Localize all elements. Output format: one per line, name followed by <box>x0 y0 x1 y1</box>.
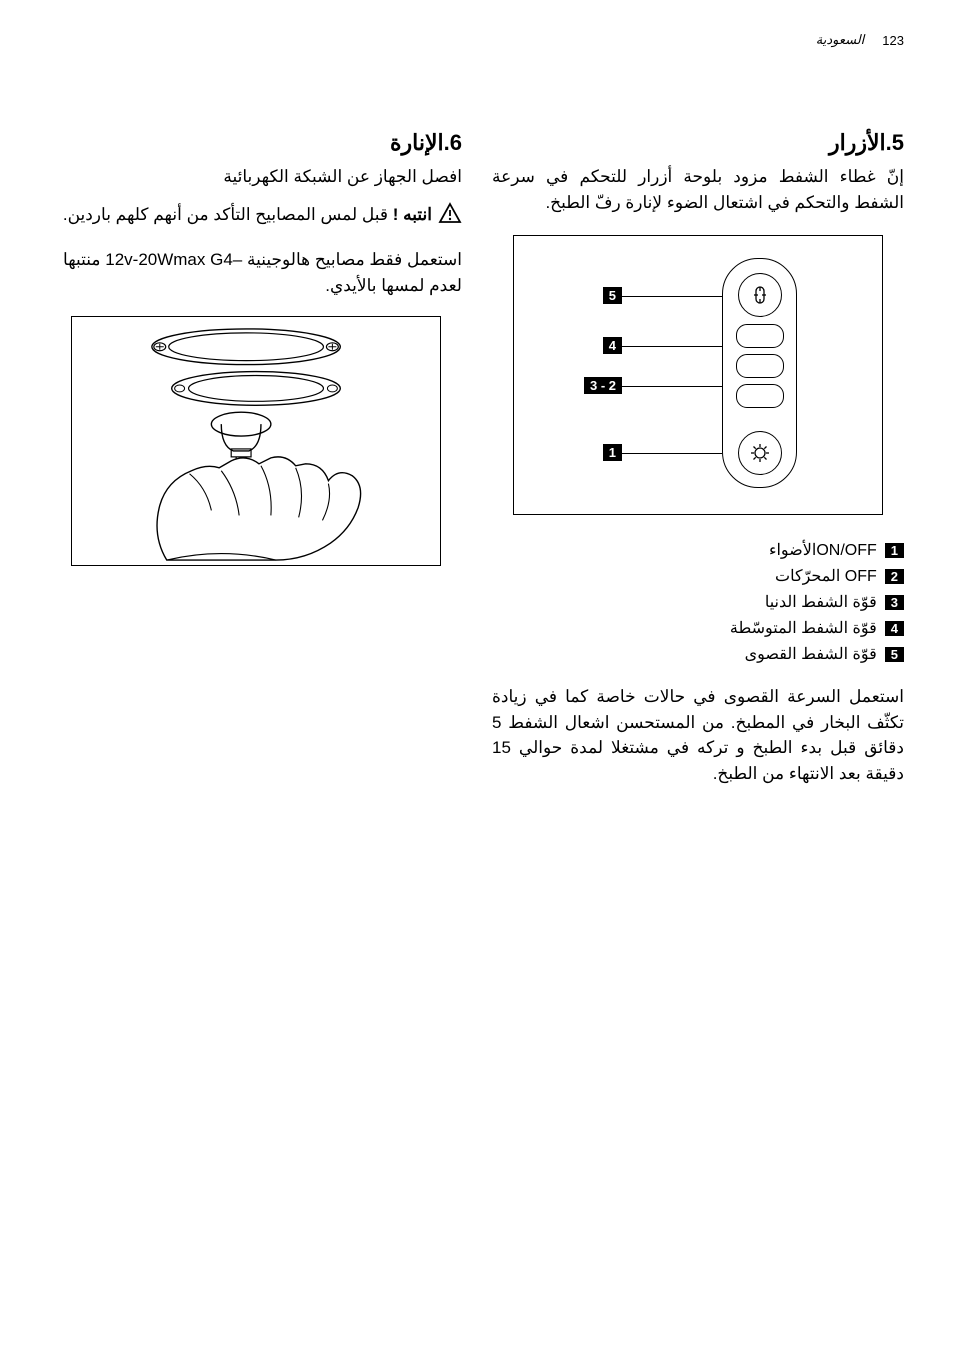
page-number: 123 <box>882 33 904 48</box>
section5-title: 5.الأزرار <box>492 130 904 156</box>
label-line-23 <box>622 386 722 387</box>
panel-rect-3 <box>736 384 784 408</box>
right-column: 5.الأزرار إنّ غطاء الشفط مزود بلوحة أزرا… <box>492 130 904 786</box>
legend-item-2: 2 OFF المحرّكات <box>492 566 904 586</box>
legend-item-5: 5 قوّة الشفط القصوى <box>492 644 904 664</box>
section-label: السعودية <box>816 32 865 48</box>
diagram-label-23: 2 - 3 <box>584 377 622 394</box>
left-column: 6.الإنارة افصل الجهاز عن الشبكة الكهربائ… <box>50 130 462 786</box>
button-panel-outline <box>722 258 797 488</box>
legend-num-5: 5 <box>885 647 904 662</box>
legend-text-3: قوّة الشفط الدنيا <box>765 592 877 612</box>
button-legend: 1 ON/OFFالأضواء 2 OFF المحرّكات 3 قوّة ا… <box>492 540 904 664</box>
bulb-replacement-diagram <box>71 316 441 566</box>
label-line-4 <box>622 346 722 347</box>
content-area: 5.الأزرار إنّ غطاء الشفط مزود بلوحة أزرا… <box>50 130 904 786</box>
legend-item-1: 1 ON/OFFالأضواء <box>492 540 904 560</box>
warning-label: انتبه ! <box>393 205 432 224</box>
diagram-label-1: 1 <box>603 444 622 461</box>
legend-text-5: قوّة الشفط القصوى <box>745 644 877 664</box>
page-header: 123 السعودية <box>816 32 904 48</box>
legend-item-4: 4 قوّة الشفط المتوسّطة <box>492 618 904 638</box>
panel-button-bottom <box>738 431 782 475</box>
section6-title: 6.الإنارة <box>50 130 462 156</box>
legend-num-1: 1 <box>885 543 904 558</box>
diagram-label-5: 5 <box>603 287 622 304</box>
panel-button-top <box>738 273 782 317</box>
legend-num-2: 2 <box>885 569 904 584</box>
legend-num-4: 4 <box>885 621 904 636</box>
button-panel-diagram: 5 4 2 - 3 1 <box>513 235 883 515</box>
bulb-spec-text: استعمل فقط مصابيح هالوجينية –12v-20Wmax … <box>50 247 462 298</box>
diagram-label-4: 4 <box>603 337 622 354</box>
legend-text-4: قوّة الشفط المتوسّطة <box>730 618 877 638</box>
label-line-1 <box>622 453 722 454</box>
warning-text: انتبه ! قبل لمس المصابيح التأكد من أنهم … <box>63 202 432 228</box>
bulb-svg-illustration <box>72 317 440 565</box>
legend-item-3: 3 قوّة الشفط الدنيا <box>492 592 904 612</box>
warning-block: انتبه ! قبل لمس المصابيح التأكد من أنهم … <box>50 202 462 228</box>
panel-rect-1 <box>736 324 784 348</box>
section5-intro: إنّ غطاء الشفط مزود بلوحة أزرار للتحكم ف… <box>492 164 904 215</box>
warning-triangle-icon <box>438 202 462 224</box>
legend-num-3: 3 <box>885 595 904 610</box>
section6-intro: افصل الجهاز عن الشبكة الكهربائية <box>50 164 462 190</box>
label-line-5 <box>622 296 722 297</box>
legend-text-2: OFF المحرّكات <box>775 566 877 586</box>
legend-text-1: ON/OFFالأضواء <box>769 540 877 560</box>
section5-usage: استعمل السرعة القصوى في حالات خاصة كما ف… <box>492 684 904 786</box>
warning-body: قبل لمس المصابيح التأكد من أنهم كلهم بار… <box>63 205 388 224</box>
panel-rect-2 <box>736 354 784 378</box>
